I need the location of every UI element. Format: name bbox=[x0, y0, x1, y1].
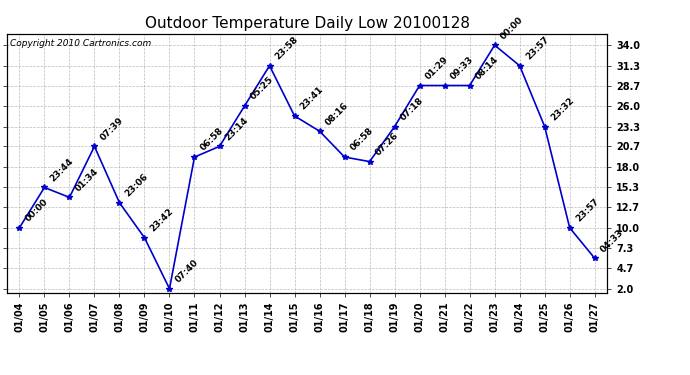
Text: 23:06: 23:06 bbox=[124, 172, 150, 198]
Text: 23:44: 23:44 bbox=[48, 156, 75, 183]
Text: 23:57: 23:57 bbox=[574, 197, 600, 223]
Text: Copyright 2010 Cartronics.com: Copyright 2010 Cartronics.com bbox=[10, 39, 151, 48]
Text: 23:32: 23:32 bbox=[549, 96, 575, 122]
Text: 23:14: 23:14 bbox=[224, 116, 250, 142]
Text: 23:58: 23:58 bbox=[274, 35, 300, 62]
Text: 23:57: 23:57 bbox=[524, 35, 551, 62]
Text: 06:58: 06:58 bbox=[348, 126, 375, 153]
Text: 07:18: 07:18 bbox=[399, 96, 425, 122]
Text: 00:00: 00:00 bbox=[23, 197, 50, 223]
Text: 01:34: 01:34 bbox=[74, 166, 100, 193]
Text: 00:00: 00:00 bbox=[499, 15, 525, 41]
Text: 23:41: 23:41 bbox=[299, 85, 326, 112]
Title: Outdoor Temperature Daily Low 20100128: Outdoor Temperature Daily Low 20100128 bbox=[144, 16, 470, 31]
Text: 07:26: 07:26 bbox=[374, 131, 400, 158]
Text: 05:25: 05:25 bbox=[248, 75, 275, 102]
Text: 04:33: 04:33 bbox=[599, 228, 625, 254]
Text: 23:42: 23:42 bbox=[148, 207, 175, 234]
Text: 08:16: 08:16 bbox=[324, 100, 351, 127]
Text: 06:58: 06:58 bbox=[199, 126, 225, 153]
Text: 09:33: 09:33 bbox=[448, 55, 475, 81]
Text: 07:40: 07:40 bbox=[174, 258, 200, 285]
Text: 08:14: 08:14 bbox=[474, 55, 500, 81]
Text: 07:39: 07:39 bbox=[99, 116, 126, 142]
Text: 01:29: 01:29 bbox=[424, 55, 451, 81]
